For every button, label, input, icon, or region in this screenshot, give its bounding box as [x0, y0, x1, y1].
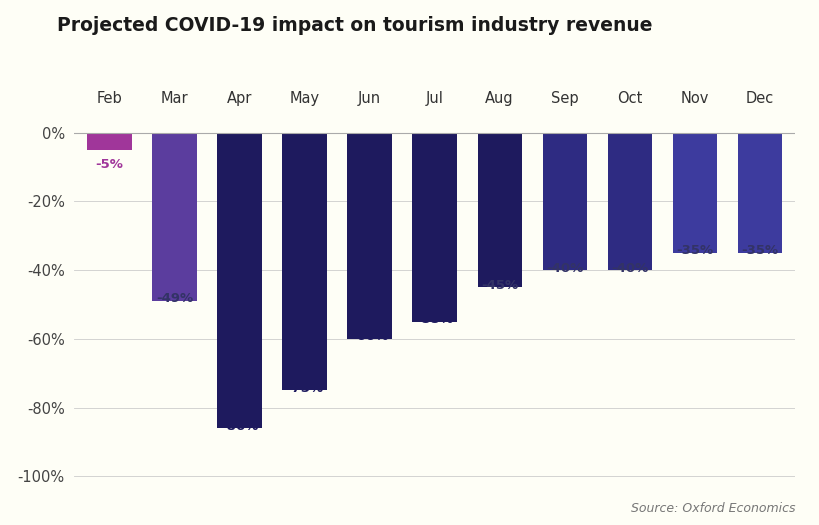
Text: -5%: -5% — [96, 159, 124, 172]
Bar — [412, 133, 456, 322]
Text: -45%: -45% — [481, 279, 518, 292]
Text: -35%: -35% — [740, 244, 777, 257]
Bar — [477, 133, 521, 287]
Bar — [88, 133, 132, 150]
Bar — [607, 133, 651, 270]
Bar — [282, 133, 326, 391]
Text: -40%: -40% — [610, 261, 648, 275]
Text: -75%: -75% — [286, 382, 323, 395]
Text: -60%: -60% — [351, 330, 387, 343]
Bar — [542, 133, 586, 270]
Bar — [347, 133, 391, 339]
Bar — [217, 133, 261, 428]
Text: -55%: -55% — [415, 313, 453, 326]
Text: Projected COVID-19 impact on tourism industry revenue: Projected COVID-19 impact on tourism ind… — [57, 16, 652, 35]
Bar — [672, 133, 716, 253]
Text: -49%: -49% — [156, 292, 193, 306]
Text: -35%: -35% — [675, 244, 713, 257]
Text: -40%: -40% — [545, 261, 582, 275]
Text: Source: Oxford Economics: Source: Oxford Economics — [630, 501, 794, 514]
Bar — [736, 133, 781, 253]
Bar — [152, 133, 197, 301]
Text: -86%: -86% — [220, 419, 258, 433]
